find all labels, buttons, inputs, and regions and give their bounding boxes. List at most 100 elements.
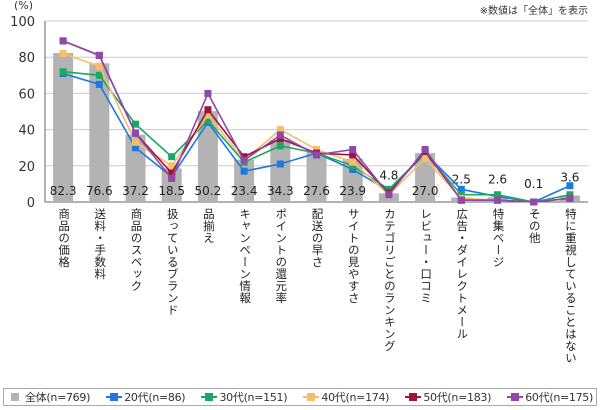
x-tick-label: その他 <box>527 208 542 244</box>
legend-swatch <box>303 393 320 401</box>
legend-item: 20代(n=86) <box>106 389 186 405</box>
legend-swatch <box>405 393 422 401</box>
series-marker <box>566 191 574 199</box>
series-marker <box>349 165 357 173</box>
bar <box>415 153 436 202</box>
series-marker <box>132 144 139 152</box>
series-marker <box>566 194 574 202</box>
series-marker <box>59 37 67 45</box>
legend-swatch <box>507 393 524 401</box>
legend-label: 40代(n=174) <box>321 391 390 404</box>
legend-swatch <box>7 393 23 401</box>
series-marker <box>204 117 212 125</box>
x-tick-label: 品揃え <box>201 208 216 244</box>
series-marker <box>59 50 67 58</box>
y-tick-label: 80 <box>18 51 35 66</box>
bar <box>197 111 218 202</box>
series-marker <box>132 129 139 137</box>
series-marker <box>457 191 465 199</box>
series-marker <box>168 169 176 177</box>
bar-data-label: 27.0 <box>412 184 439 198</box>
series-marker <box>168 174 176 182</box>
legend-label: 50代(n=183) <box>423 391 492 404</box>
legend-item: 60代(n=175) <box>507 389 593 405</box>
x-tick-label: 送料・手数料 <box>93 208 108 280</box>
bar <box>306 152 327 202</box>
x-tick-label: カテゴリごとのランキング <box>382 208 397 352</box>
x-tick-label: 広告・ダイレクトメール <box>455 208 470 340</box>
x-tick-label: 特に重視していることはない <box>563 208 578 364</box>
series-marker <box>566 182 574 190</box>
series-marker <box>385 185 393 193</box>
legend-item: 40代(n=174) <box>303 389 389 405</box>
legend-label: 全体(n=769) <box>25 391 91 404</box>
series-marker <box>95 62 103 70</box>
bar-data-label: 0.1 <box>524 177 543 191</box>
x-tick-label: 特集ページ <box>491 208 506 268</box>
series-marker <box>457 196 465 204</box>
legend-item: 50代(n=183) <box>405 389 491 405</box>
series-marker <box>494 196 501 204</box>
bar-data-label: 23.9 <box>339 184 366 198</box>
bar-data-label: 34.3 <box>267 184 294 198</box>
x-tick-label: レビュー・口コミ <box>419 208 434 304</box>
y-tick-label: 100 <box>10 15 35 30</box>
bar-data-label: 3.6 <box>560 170 579 184</box>
bar-data-label: 4.8 <box>379 168 398 182</box>
bar-data-label: 50.2 <box>195 184 222 198</box>
series-marker <box>276 126 284 134</box>
series-marker <box>276 142 284 150</box>
series-marker <box>313 151 320 159</box>
series-marker <box>457 185 465 193</box>
series-marker <box>204 111 212 119</box>
y-tick-label: 40 <box>18 124 35 139</box>
series-marker <box>132 138 139 146</box>
series-marker <box>385 191 393 199</box>
x-tick-label: サイトの見やすさ <box>346 208 361 304</box>
series-marker <box>530 198 538 206</box>
legend-label: 30代(n=151) <box>219 391 288 404</box>
series-marker <box>240 167 248 175</box>
series-marker <box>349 146 357 154</box>
x-tick-label: 配送の早さ <box>310 208 325 268</box>
y-axis-unit: (%) <box>14 0 34 12</box>
bar <box>89 63 110 202</box>
bar-data-label: 2.5 <box>452 172 471 186</box>
chart-note: ※数値は「全体」を表示 <box>479 6 588 17</box>
series-marker <box>349 151 357 159</box>
series-marker <box>204 106 212 114</box>
series-marker <box>276 131 284 139</box>
y-tick-label: 20 <box>18 160 35 175</box>
y-tick-label: 60 <box>18 87 35 102</box>
series-marker <box>59 68 67 76</box>
bar-data-label: 18.5 <box>158 184 185 198</box>
y-tick-label: 0 <box>27 196 35 211</box>
legend-swatch <box>201 393 218 401</box>
x-tick-label: 扱っているブランド <box>165 208 180 316</box>
series-marker <box>421 155 429 163</box>
x-tick-label: キャンペーン情報 <box>238 208 253 304</box>
bar-data-label: 2.6 <box>488 172 507 186</box>
bar-data-label: 82.3 <box>50 184 77 198</box>
series-marker <box>95 80 103 88</box>
bar <box>270 139 291 202</box>
series-marker <box>132 120 139 128</box>
series-marker <box>494 191 501 199</box>
series-marker <box>168 162 176 170</box>
legend-swatch <box>106 393 123 401</box>
legend: 全体(n=769) 20代(n=86) 30代(n=151) 40代(n=174) 50… <box>3 388 597 406</box>
series-marker <box>276 135 284 143</box>
series-marker <box>240 153 248 161</box>
legend-label: 20代(n=86) <box>124 391 186 404</box>
legend-label: 60代(n=175) <box>525 391 593 404</box>
bar <box>161 168 182 202</box>
series-marker <box>204 89 212 97</box>
bar <box>53 53 74 202</box>
x-tick-label: 商品のスペック <box>129 208 144 292</box>
series-marker <box>168 153 176 161</box>
legend-item: 30代(n=151) <box>201 389 288 405</box>
series-marker <box>95 51 103 59</box>
series-marker <box>313 146 320 154</box>
series-marker <box>240 156 248 164</box>
